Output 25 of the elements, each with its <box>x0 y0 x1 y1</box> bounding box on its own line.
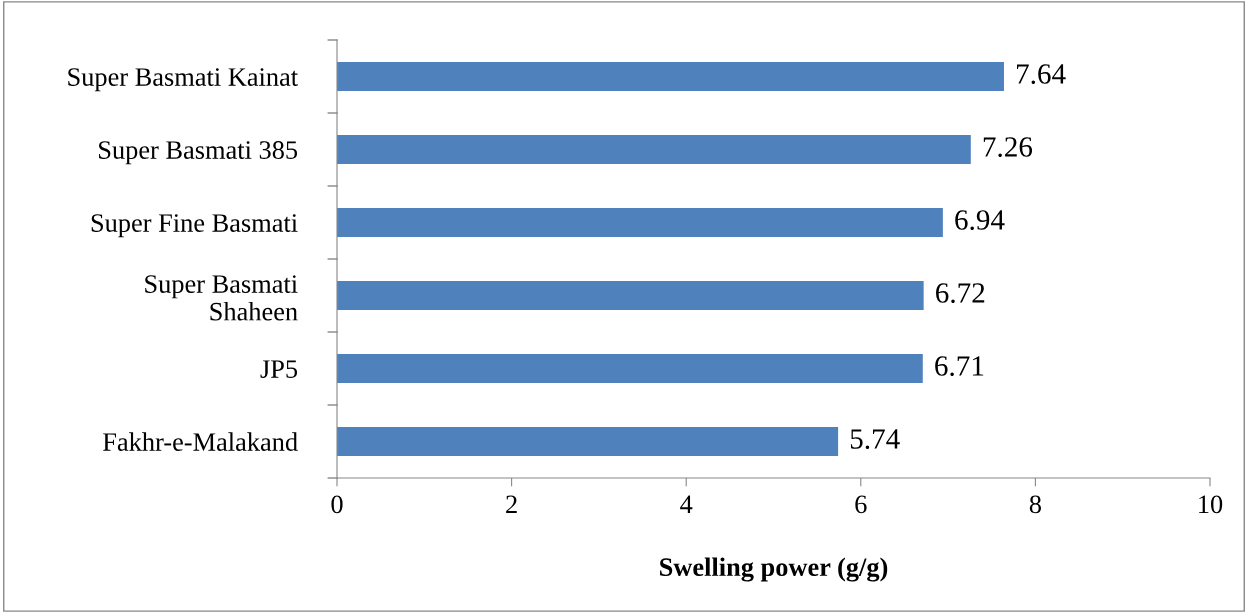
y-tick-label: JP5 <box>260 360 298 378</box>
bar <box>337 353 923 384</box>
x-tick-label: 6 <box>855 495 867 514</box>
bar <box>337 207 943 238</box>
data-label: 6.94 <box>955 210 1005 230</box>
bar <box>337 426 839 457</box>
bar <box>337 61 1004 92</box>
bar <box>337 134 971 165</box>
data-label: 5.74 <box>850 429 900 449</box>
data-label: 6.71 <box>935 356 984 376</box>
bar <box>337 280 924 311</box>
y-tick-label: Super Fine Basmati <box>91 214 298 238</box>
data-label: 7.64 <box>1017 64 1066 84</box>
data-label: 6.72 <box>936 283 985 303</box>
data-label: 7.26 <box>983 137 1033 157</box>
y-tick-label: Fakhr-e-Malakand <box>103 432 298 451</box>
x-tick-label: 10 <box>1199 495 1223 514</box>
x-tick-label: 4 <box>680 495 693 513</box>
x-tick-label: 2 <box>506 495 517 513</box>
y-tick-label: Super Basmati Kainat <box>68 68 298 92</box>
x-tick-label: 0 <box>331 495 343 514</box>
y-tick-label: Super Basmati 385 <box>99 141 298 165</box>
y-tick-label: Super Basmati Shaheen <box>145 275 298 321</box>
x-tick-label: 8 <box>1029 495 1041 514</box>
x-axis-title: Swelling power (g/g) <box>660 557 888 582</box>
